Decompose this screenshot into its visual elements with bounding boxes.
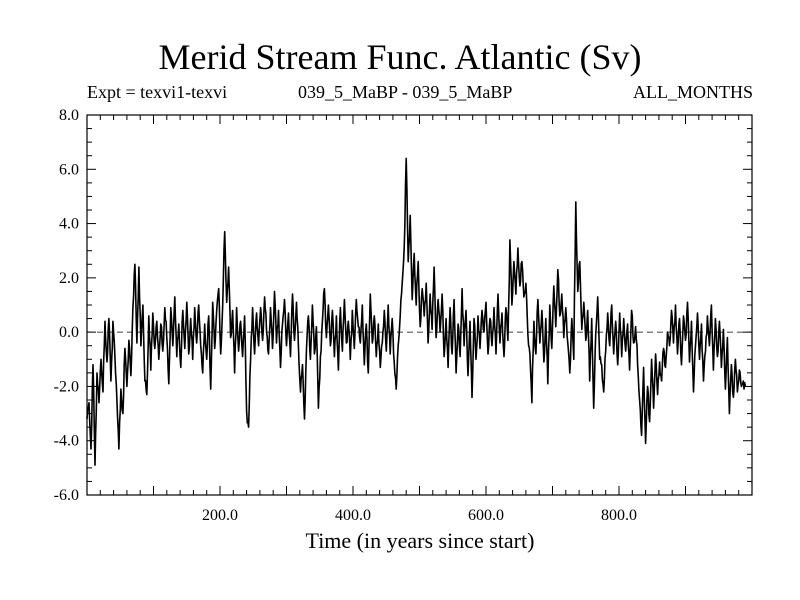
y-tick-label: -2.0 bbox=[54, 378, 79, 395]
y-tick-label: -4.0 bbox=[54, 433, 79, 450]
x-tick-label: 600.0 bbox=[468, 507, 504, 524]
y-tick-label: 0.0 bbox=[59, 324, 79, 341]
y-tick-label: 2.0 bbox=[59, 270, 79, 287]
x-tick-label: 400.0 bbox=[335, 507, 371, 524]
x-axis-label: Time (in years since start) bbox=[306, 528, 535, 553]
experiment-label: Expt = texvi1-texvi bbox=[87, 82, 228, 102]
chart-title: Merid Stream Func. Atlantic (Sv) bbox=[158, 37, 642, 77]
period-label: 039_5_MaBP - 039_5_MaBP bbox=[298, 82, 513, 102]
y-tick-label: 8.0 bbox=[59, 107, 79, 124]
y-tick-label: 4.0 bbox=[59, 216, 79, 233]
x-tick-label: 800.0 bbox=[601, 507, 637, 524]
y-tick-label: 6.0 bbox=[59, 161, 79, 178]
months-label: ALL_MONTHS bbox=[633, 82, 753, 102]
x-tick-label: 200.0 bbox=[202, 507, 238, 524]
series-line bbox=[86, 157, 747, 466]
y-tick-label: -6.0 bbox=[54, 487, 79, 504]
plot-frame bbox=[86, 114, 753, 496]
